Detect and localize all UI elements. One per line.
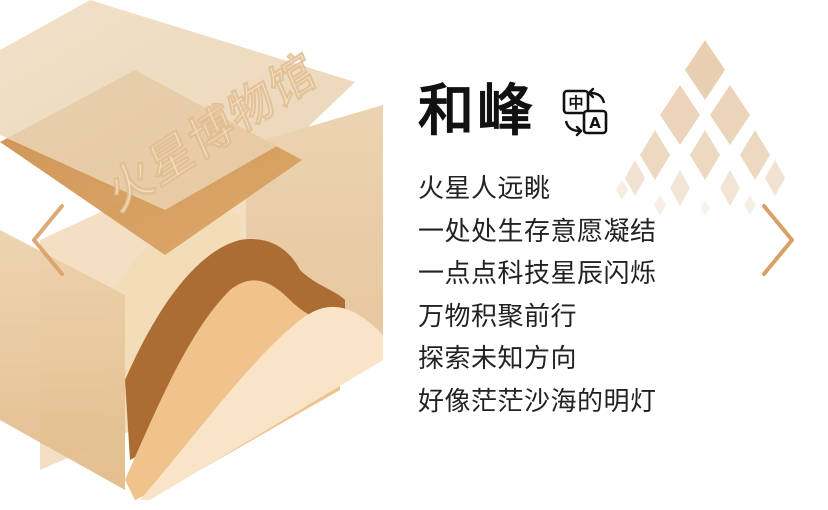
poem-header: 和峰 中 A [418,72,610,152]
decorative-diamond-pattern [616,40,785,216]
poem-title: 和峰 [418,79,536,144]
poem-line-2: 一处处生存意愿凝结 [418,216,657,247]
poem-line-3: 一点点科技星辰闪烁 [418,259,657,290]
translate-icon[interactable]: 中 A [560,87,610,137]
translate-icon-en: A [589,114,601,132]
poem-line-5: 探索未知方向 [418,344,578,375]
translate-icon-cn: 中 [568,94,583,112]
chevron-right-icon[interactable] [756,200,800,280]
chevron-left-icon[interactable] [26,200,70,280]
poem-line-1: 火星人远眺 [418,174,551,204]
poem-line-4: 万物积聚前行 [418,301,578,332]
cube-top-plane [0,0,355,210]
mountain-front [140,306,383,500]
cube-left-face [0,230,125,490]
poem-line-6: 好像茫茫沙海的明灯 [418,386,657,417]
poem-body: 火星人远眺 一处处生存意愿凝结 一点点科技星辰闪烁 万物积聚前行 探索未知方向 … [418,168,657,424]
mars-museum-illustration [0,0,383,500]
